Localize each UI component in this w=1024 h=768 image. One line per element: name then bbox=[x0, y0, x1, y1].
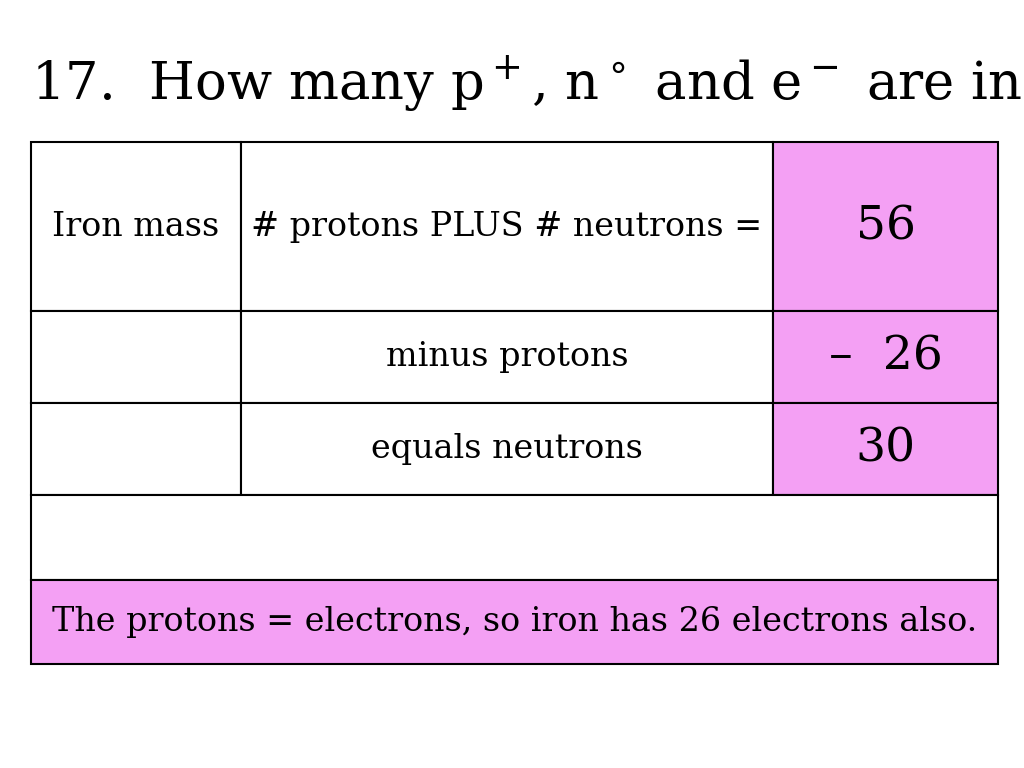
Bar bbox=[31, 580, 998, 664]
Bar bbox=[31, 311, 241, 403]
Text: # protons PLUS # neutrons =: # protons PLUS # neutrons = bbox=[251, 210, 763, 243]
Text: Iron mass: Iron mass bbox=[52, 210, 219, 243]
Bar bbox=[773, 142, 998, 311]
Bar bbox=[773, 311, 998, 403]
Bar bbox=[31, 495, 998, 580]
Text: –  26: – 26 bbox=[828, 335, 943, 379]
Text: The protons = electrons, so iron has 26 electrons also.: The protons = electrons, so iron has 26 … bbox=[52, 606, 977, 638]
Text: 30: 30 bbox=[856, 427, 915, 472]
Bar bbox=[31, 142, 241, 311]
Bar bbox=[241, 311, 773, 403]
Bar bbox=[773, 403, 998, 495]
Text: 56: 56 bbox=[856, 204, 915, 249]
Text: minus protons: minus protons bbox=[386, 341, 628, 373]
Text: 17.  How many p$^+$, n$^\circ$ and e$^-$ are in IRON (#26)?: 17. How many p$^+$, n$^\circ$ and e$^-$ … bbox=[31, 54, 1024, 114]
Bar bbox=[241, 403, 773, 495]
Bar bbox=[31, 403, 241, 495]
Text: equals neutrons: equals neutrons bbox=[371, 433, 643, 465]
Bar bbox=[241, 142, 773, 311]
